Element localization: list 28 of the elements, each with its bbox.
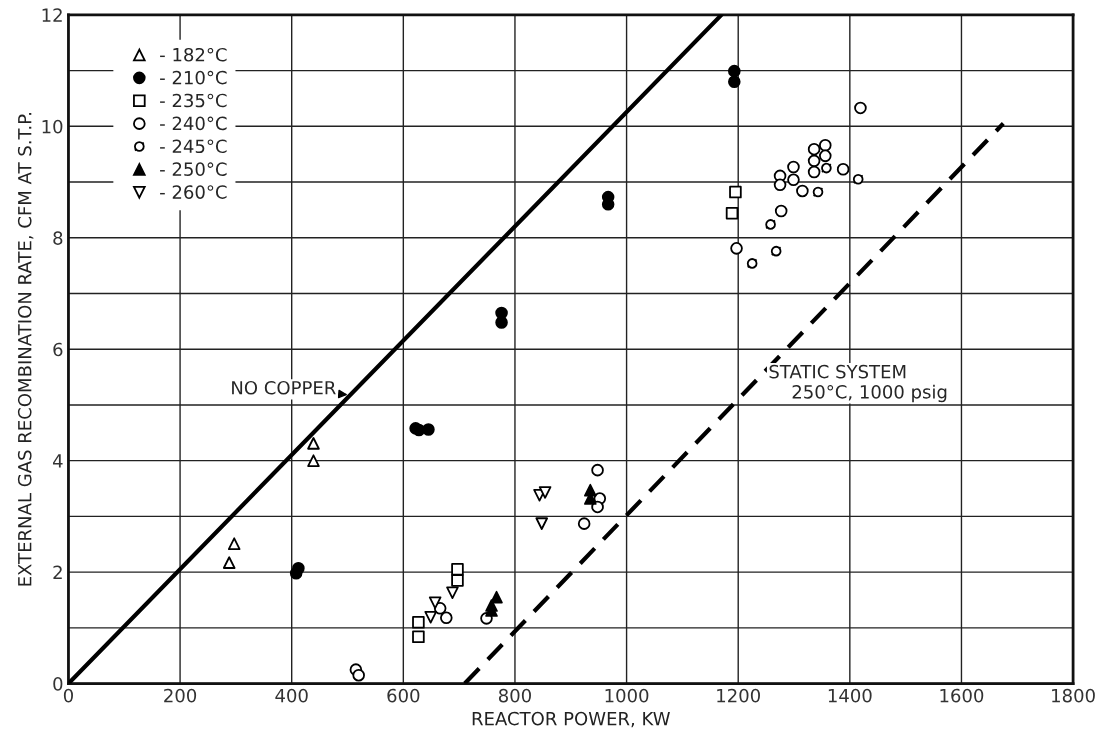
- legend-label: - 260°C: [160, 185, 227, 199]
- x-tick-label: 200: [164, 688, 197, 703]
- x-tick-label: 800: [498, 688, 531, 703]
- y-axis-title: EXTERNAL GAS RECOMBINATION RATE, CFM AT S.T.P.: [17, 112, 34, 586]
- y-tick-label: 0: [53, 677, 63, 691]
- annotation: NO COPPER: [232, 380, 336, 395]
- legend-label: - 245°C: [160, 139, 227, 154]
- y-tick-label: 12: [42, 8, 62, 22]
- y-tick-label: 8: [53, 231, 63, 245]
- y-tick-label: 6: [53, 342, 63, 357]
- x-tick-label: 600: [387, 688, 420, 703]
- y-tick-label: 10: [42, 119, 63, 134]
- x-tick-label: 1200: [717, 688, 760, 703]
- legend-label: - 210°C: [160, 70, 227, 85]
- y-tick-label: 2: [53, 565, 62, 579]
- legend-label: - 240°C: [160, 116, 227, 131]
- annotation: STATIC SYSTEM 250°C, 1000 psig: [769, 364, 947, 403]
- x-axis-title: REACTOR POWER, KW: [472, 711, 670, 728]
- legend-label: - 182°C: [160, 47, 227, 62]
- x-tick-label: 1600: [940, 688, 984, 703]
- x-tick-label: 1400: [828, 688, 872, 703]
- legend-label: - 235°C: [160, 93, 227, 108]
- y-tick-label: 4: [52, 454, 63, 468]
- x-tick-label: 1800: [1052, 688, 1095, 703]
- x-tick-label: 400: [275, 688, 308, 703]
- x-tick-label: 0: [63, 688, 73, 703]
- legend-label: - 250°C: [160, 162, 227, 176]
- x-tick-label: 1000: [605, 688, 649, 703]
